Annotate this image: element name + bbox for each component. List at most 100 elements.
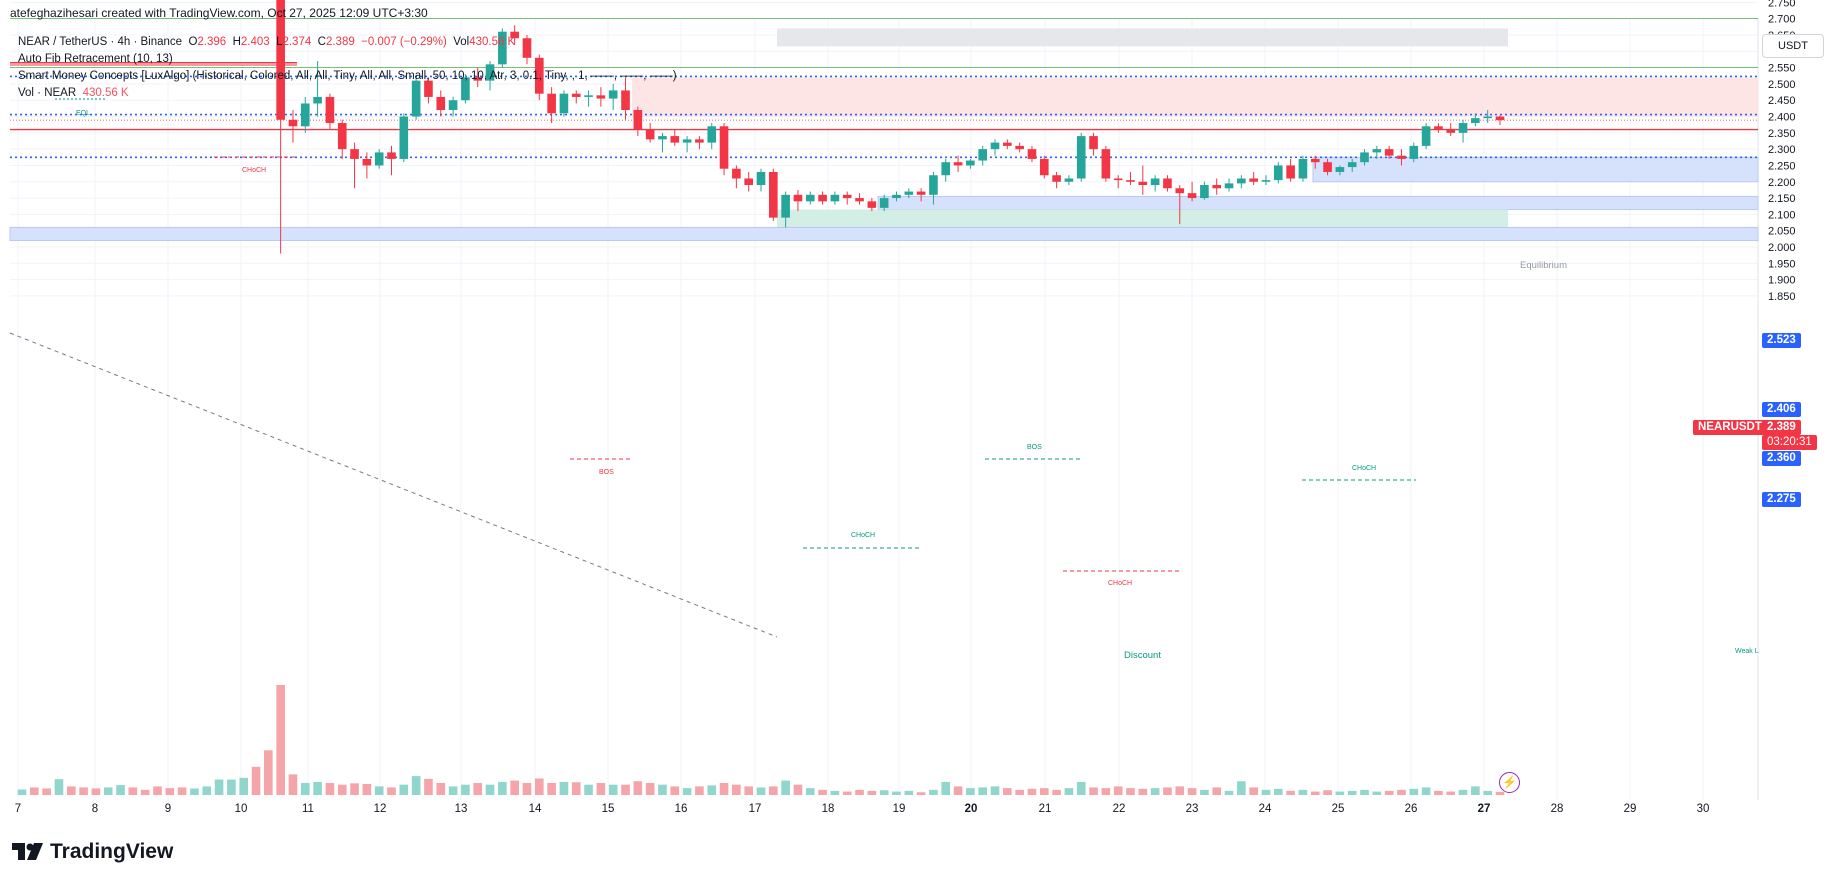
price-tick-2.55: 2.550 bbox=[1768, 63, 1796, 75]
candle-body-95 bbox=[1187, 193, 1197, 199]
candle-body-102 bbox=[1273, 165, 1283, 181]
time-tick-14: 14 bbox=[529, 803, 542, 815]
candle-body-90 bbox=[1126, 180, 1135, 182]
volume-bar-6 bbox=[91, 788, 101, 795]
price-tick-1.90: 1.900 bbox=[1768, 275, 1796, 287]
volume-bar-104 bbox=[1298, 789, 1308, 795]
indicator-fib[interactable]: Auto Fib Retracement (10, 13) bbox=[18, 53, 173, 65]
discount-label: Discount bbox=[1124, 650, 1161, 661]
symbol-row[interactable]: NEAR / TetherUS · 4h · Binance O2.396 H2… bbox=[18, 36, 516, 48]
candle-body-29 bbox=[374, 152, 384, 166]
price-tick-2.20: 2.200 bbox=[1768, 177, 1796, 189]
volume-bar-118 bbox=[1471, 786, 1480, 795]
volume-bar-41 bbox=[522, 782, 532, 795]
equilibrium-label: Equilibrium bbox=[1520, 260, 1567, 271]
price-tick-2.15: 2.150 bbox=[1768, 193, 1796, 205]
smc-zones bbox=[9, 28, 1759, 241]
volume-bar-49 bbox=[621, 784, 630, 795]
volume-bar-2 bbox=[42, 788, 51, 795]
volume-bar-96 bbox=[1200, 789, 1209, 795]
volume-bar-30 bbox=[387, 787, 396, 795]
level-badge-2523: 2.523 bbox=[1762, 333, 1801, 348]
volume-bar-44 bbox=[559, 781, 569, 795]
candle-body-22 bbox=[288, 119, 298, 127]
candle-body-60 bbox=[756, 171, 766, 186]
candle-body-49 bbox=[621, 90, 630, 110]
candle-body-106 bbox=[1323, 162, 1332, 172]
price-tick-2.45: 2.450 bbox=[1768, 95, 1796, 107]
candle-body-116 bbox=[1446, 129, 1456, 133]
volume-bar-66 bbox=[830, 790, 840, 795]
time-axis: 7 8 9 10 11 12 13 14 15 16 17 18 19 20 21 22 23 24 25 26 27 2… bbox=[15, 803, 1710, 815]
candle-body-110 bbox=[1372, 149, 1382, 153]
candle-body-44 bbox=[559, 93, 569, 114]
volume-bar-13 bbox=[177, 787, 187, 795]
volume-bar-9 bbox=[128, 787, 138, 795]
candle-body-32 bbox=[411, 80, 421, 117]
volume-bar-103 bbox=[1286, 790, 1295, 795]
volume-bar-107 bbox=[1335, 791, 1345, 795]
price-tick-2.05: 2.050 bbox=[1768, 226, 1796, 238]
volume-bar-39 bbox=[498, 781, 507, 795]
time-tick-22: 22 bbox=[1113, 803, 1126, 815]
candle-body-76 bbox=[953, 162, 963, 166]
volume-bar-82 bbox=[1027, 788, 1037, 795]
volume-bar-87 bbox=[1089, 787, 1098, 795]
candle-body-85 bbox=[1064, 178, 1074, 182]
candle-body-73 bbox=[916, 191, 926, 195]
time-tick-9: 9 bbox=[165, 803, 171, 815]
countdown-badge: 03:20:31 bbox=[1762, 435, 1817, 450]
candle-body-108 bbox=[1347, 162, 1357, 168]
candle-body-113 bbox=[1409, 145, 1419, 159]
candle-body-103 bbox=[1286, 165, 1295, 179]
logo-text: TradingView bbox=[50, 840, 174, 863]
indicator-vol[interactable]: Vol · NEAR 430.56 K bbox=[18, 87, 129, 99]
lightning-icon[interactable]: ⚡ bbox=[1499, 772, 1520, 793]
zone-weak-low bbox=[9, 226, 1759, 241]
volume-bar-92 bbox=[1150, 788, 1160, 795]
volume-bar-0 bbox=[17, 789, 27, 795]
tradingview-logo[interactable]: TradingView bbox=[12, 840, 173, 864]
candle-body-31 bbox=[399, 116, 409, 159]
time-tick-28: 28 bbox=[1551, 803, 1564, 815]
chart-legend: NEAR / TetherUS · 4h · Binance O2.396 H2… bbox=[18, 34, 677, 102]
volume-bar-55 bbox=[695, 786, 704, 795]
volume-bar-97 bbox=[1212, 787, 1222, 795]
candle-body-50 bbox=[633, 109, 643, 130]
candle-body-26 bbox=[337, 123, 347, 150]
indicator-smc[interactable]: Smart Money Concepts [LuxAlgo] (Historic… bbox=[18, 70, 677, 82]
currency-button[interactable]: USDT bbox=[1762, 34, 1824, 58]
zone-demand-mid bbox=[877, 195, 1759, 210]
price-tick-2.25: 2.250 bbox=[1768, 160, 1796, 172]
time-tick-10: 10 bbox=[235, 803, 248, 815]
candle-body-36 bbox=[461, 77, 470, 101]
choch-label-3: CHoCH bbox=[1108, 580, 1132, 587]
candle-body-99 bbox=[1237, 178, 1246, 184]
volume-bar-53 bbox=[670, 786, 680, 795]
bos-label-1: BOS bbox=[599, 469, 614, 476]
volume-bar-1 bbox=[30, 787, 39, 795]
ticker-badge[interactable]: NEARUSDT bbox=[1693, 420, 1767, 435]
candle-body-23 bbox=[300, 103, 310, 127]
volume-bar-52 bbox=[658, 784, 667, 795]
price-tick-2.35: 2.350 bbox=[1768, 128, 1796, 140]
candle-body-62 bbox=[781, 194, 790, 218]
indicator-vol-value: 430.56 K bbox=[82, 87, 129, 99]
volume-bars bbox=[17, 685, 1505, 795]
volume-bar-120 bbox=[1495, 791, 1505, 795]
level-badge-2360: 2.360 bbox=[1762, 451, 1801, 466]
volume-bar-78 bbox=[978, 787, 988, 795]
candle-body-72 bbox=[904, 191, 914, 195]
close-value: 2.389 bbox=[325, 36, 355, 48]
volume-bar-31 bbox=[399, 784, 409, 795]
symbol-name[interactable]: NEAR / TetherUS · 4h · Binance bbox=[18, 36, 183, 48]
volume-bar-67 bbox=[842, 791, 852, 795]
time-tick-25: 25 bbox=[1332, 803, 1345, 815]
volume-bar-15 bbox=[202, 786, 212, 795]
volume-bar-114 bbox=[1421, 787, 1431, 795]
candle-body-64 bbox=[805, 194, 815, 202]
volume-bar-43 bbox=[547, 782, 556, 795]
candle-body-119 bbox=[1483, 116, 1492, 119]
candle-body-58 bbox=[732, 168, 741, 179]
